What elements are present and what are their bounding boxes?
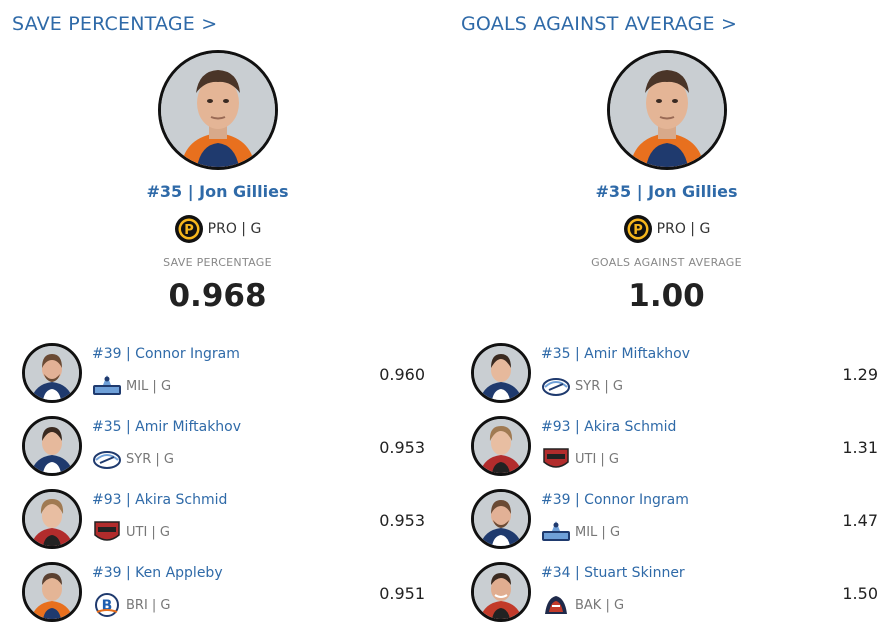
leader-stat-label: SAVE PERCENTAGE [163,256,272,269]
utica-comets-logo [94,521,120,541]
player-team-label: SYR | G [126,451,174,467]
player-headshot[interactable] [471,489,531,549]
providence-bruins-logo: P [623,215,652,243]
player-team-info: BAK | G [541,591,624,619]
player-team-label: MIL | G [126,378,172,394]
providence-bruins-logo: P [174,215,203,243]
player-name[interactable]: #39 | Connor Ingram [92,346,240,362]
leader-stat-label: GOALS AGAINST AVERAGE [591,256,742,269]
milwaukee-admirals-logo [93,375,121,395]
player-team-info: MIL | G [541,518,620,546]
goals-against-link[interactable]: GOALS AGAINST AVERAGE > [461,13,738,35]
list-item: #35 | Amir Miftakhov SYR | G 0.953 [22,416,427,489]
player-stat-value: 0.951 [379,584,425,603]
player-stat-value: 0.953 [379,438,425,457]
list-item: #39 | Connor Ingram MIL | G 0.960 [22,343,427,416]
utica-comets-logo [543,448,569,468]
leader-headshot[interactable] [606,50,727,170]
save-percentage-link[interactable]: SAVE PERCENTAGE > [12,13,218,35]
leader-team-info: P PRO | G [449,214,884,244]
list-item: #35 | Amir Miftakhov SYR | G 1.29 [471,343,878,416]
player-name[interactable]: #93 | Akira Schmid [541,419,677,435]
list-item: #39 | Ken Appleby B BRI | G 0.951 [22,562,427,635]
player-stat-value: 0.960 [379,365,425,384]
leader-stat-value: 0.968 [168,278,267,314]
player-headshot[interactable] [22,343,82,403]
player-team-info: SYR | G [541,372,623,400]
player-stat-value: 1.47 [842,511,878,530]
player-team-info: MIL | G [92,372,171,400]
player-team-info: SYR | G [92,445,174,473]
player-headshot[interactable] [471,416,531,476]
player-headshot[interactable] [22,489,82,549]
bakersfield-condors-logo [545,596,567,614]
leaders-list: #35 | Amir Miftakhov SYR | G 1.29 #93 | … [471,343,878,635]
save-percentage-section: SAVE PERCENTAGE > #35 | Jon Gillies [0,0,440,643]
leader-team-label: PRO | G [207,221,262,237]
leader-stat-value: 1.00 [628,278,705,314]
player-headshot[interactable] [22,562,82,622]
leader-name[interactable]: #35 | Jon Gillies [146,182,289,201]
leader-headshot[interactable] [157,50,278,170]
player-headshot[interactable] [471,343,531,403]
leader-card: #35 | Jon Gillies P PRO | G SAVE PERCENT… [0,50,435,314]
svg-text:B: B [102,598,113,614]
player-team-label: BRI | G [126,597,171,613]
player-team-label: MIL | G [575,524,621,540]
syracuse-crunch-logo [93,451,121,469]
player-name[interactable]: #39 | Ken Appleby [92,565,223,581]
player-team-label: UTI | G [126,524,171,540]
player-stat-value: 1.50 [842,584,878,603]
player-stat-value: 1.29 [842,365,878,384]
player-name[interactable]: #93 | Akira Schmid [92,492,228,508]
player-name[interactable]: #35 | Amir Miftakhov [92,419,242,435]
player-headshot[interactable] [471,562,531,622]
player-name[interactable]: #35 | Amir Miftakhov [541,346,691,362]
svg-text:P: P [184,223,194,238]
svg-text:P: P [633,223,643,238]
player-name[interactable]: #39 | Connor Ingram [541,492,689,508]
syracuse-crunch-logo [542,378,570,396]
leader-team-info: P PRO | G [0,214,435,244]
player-stat-value: 1.31 [842,438,878,457]
player-headshot[interactable] [22,416,82,476]
list-item: #34 | Stuart Skinner BAK | G 1.50 [471,562,878,635]
player-team-info: UTI | G [541,445,619,473]
player-name[interactable]: #34 | Stuart Skinner [541,565,685,581]
list-item: #93 | Akira Schmid UTI | G 0.953 [22,489,427,562]
player-team-label: UTI | G [575,451,620,467]
leaders-list: #39 | Connor Ingram MIL | G 0.960 #35 | … [22,343,427,635]
player-team-info: B BRI | G [92,591,171,619]
player-stat-value: 0.953 [379,511,425,530]
leader-name[interactable]: #35 | Jon Gillies [595,182,738,201]
leader-card: #35 | Jon Gillies P PRO | G GOALS AGAINS… [449,50,884,314]
list-item: #39 | Connor Ingram MIL | G 1.47 [471,489,878,562]
goals-against-section: GOALS AGAINST AVERAGE > #35 | Jon Gillie… [449,0,889,643]
player-team-info: UTI | G [92,518,170,546]
player-team-label: SYR | G [575,378,623,394]
bridgeport-islanders-logo: B [95,593,119,617]
milwaukee-admirals-logo [542,521,570,541]
player-team-label: BAK | G [575,597,625,613]
leader-team-label: PRO | G [656,221,711,237]
list-item: #93 | Akira Schmid UTI | G 1.31 [471,416,878,489]
